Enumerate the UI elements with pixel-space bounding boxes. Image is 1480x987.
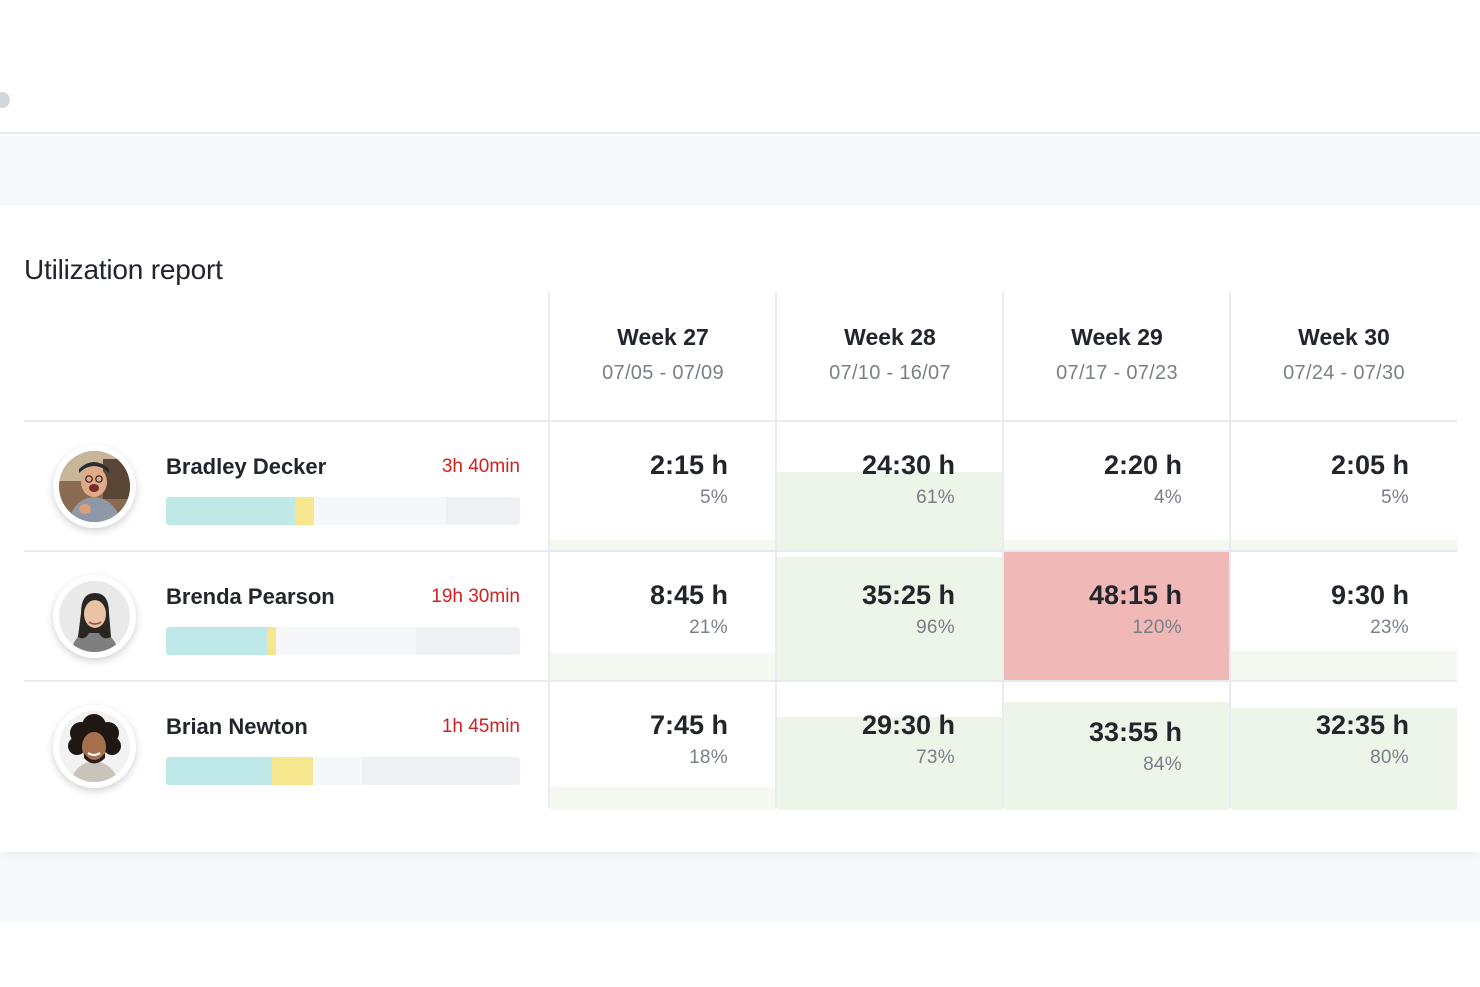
- avatar-brian-newton-icon: [59, 711, 130, 782]
- week-range: 07/17 - 07/23: [1056, 362, 1178, 384]
- week-range: 07/24 - 07/30: [1283, 362, 1405, 384]
- row-divider: [24, 550, 1457, 552]
- hours-value: 9:30 h: [1330, 580, 1409, 610]
- bar-primary-segment: [166, 627, 267, 655]
- week-cell[interactable]: 8:45 h 21%: [550, 552, 776, 680]
- week-range: 07/10 - 16/07: [829, 362, 951, 384]
- utilization-report-card: Utilization report Week 27 07/05 - 07/09…: [0, 206, 1480, 852]
- utilization-percent: 23%: [1370, 617, 1409, 638]
- overtime-label: 1h 45min: [441, 716, 520, 737]
- hours-value: 35:25 h: [861, 580, 955, 610]
- week-header-28[interactable]: Week 28 07/10 - 16/07: [777, 292, 1003, 420]
- utilization-percent: 4%: [1153, 487, 1182, 508]
- utilization-percent: 80%: [1370, 747, 1409, 768]
- utilization-bar: [166, 757, 520, 785]
- utilization-fill: [1004, 702, 1230, 810]
- overtime-label: 19h 30min: [431, 586, 520, 607]
- week-cell[interactable]: 29:30 h 73%: [777, 682, 1003, 810]
- overtime-label: 3h 40min: [441, 456, 520, 477]
- utilization-percent: 18%: [689, 747, 728, 768]
- utilization-percent: 61%: [916, 487, 955, 508]
- utilization-percent: 73%: [916, 747, 955, 768]
- top-bar: [0, 0, 1480, 134]
- footer-band: [0, 852, 1480, 922]
- week-cell[interactable]: 2:05 h 5%: [1231, 422, 1457, 550]
- avatar: [53, 445, 136, 528]
- row-divider: [24, 680, 1457, 682]
- utilization-fill: [1004, 540, 1230, 550]
- week-cell[interactable]: 33:55 h 84%: [1004, 682, 1230, 810]
- week-cell[interactable]: 9:30 h 23%: [1231, 552, 1457, 680]
- week-label: Week 29: [1071, 324, 1163, 350]
- utilization-fill: [550, 787, 776, 810]
- hours-value: 48:15 h: [1088, 580, 1182, 610]
- person-row-bradley-decker[interactable]: Bradley Decker 3h 40min: [24, 422, 549, 550]
- avatar: [53, 705, 136, 788]
- week-label: Week 28: [844, 324, 936, 350]
- avatar: [53, 575, 136, 658]
- week-cell[interactable]: 32:35 h 80%: [1231, 682, 1457, 810]
- week-cell[interactable]: 7:45 h 18%: [550, 682, 776, 810]
- hours-value: 32:35 h: [1315, 710, 1409, 740]
- bar-primary-segment: [166, 497, 295, 525]
- utilization-fill: [777, 472, 1003, 550]
- utilization-fill: [550, 653, 776, 680]
- week-label: Week 27: [617, 324, 709, 350]
- utilization-fill: [777, 717, 1003, 810]
- week-cell[interactable]: 2:15 h 5%: [550, 422, 776, 550]
- utilization-fill: [777, 557, 1003, 680]
- week-cell[interactable]: 2:20 h 4%: [1004, 422, 1230, 550]
- hours-value: 8:45 h: [649, 580, 728, 610]
- week-header-30[interactable]: Week 30 07/24 - 07/30: [1231, 292, 1457, 420]
- hours-value: 29:30 h: [861, 710, 955, 740]
- person-name: Bradley Decker: [166, 454, 327, 479]
- utilization-fill: [1231, 651, 1457, 680]
- utilization-bar: [166, 497, 520, 525]
- person-row-brenda-pearson[interactable]: Brenda Pearson 19h 30min: [24, 552, 549, 680]
- avatar-brenda-pearson-icon: [59, 581, 130, 652]
- week-cell[interactable]: 35:25 h 96%: [777, 552, 1003, 680]
- person-name: Brian Newton: [166, 714, 308, 739]
- row-divider: [24, 420, 1457, 422]
- toolbar-band: [0, 136, 1480, 205]
- bar-overtime-segment: [267, 627, 276, 655]
- hours-value: 24:30 h: [861, 450, 955, 480]
- window-dot-icon: [0, 92, 10, 108]
- utilization-percent: 84%: [1143, 754, 1182, 775]
- hours-value: 2:05 h: [1330, 450, 1409, 480]
- bar-overtime-segment: [272, 757, 313, 785]
- utilization-fill: [1231, 540, 1457, 550]
- week-range: 07/05 - 07/09: [602, 362, 724, 384]
- hours-value: 33:55 h: [1088, 717, 1182, 747]
- week-header-27[interactable]: Week 27 07/05 - 07/09: [550, 292, 776, 420]
- utilization-percent: 96%: [916, 617, 955, 638]
- utilization-percent: 5%: [699, 487, 728, 508]
- utilization-percent: 120%: [1132, 617, 1182, 638]
- hours-value: 7:45 h: [649, 710, 728, 740]
- person-row-brian-newton[interactable]: Brian Newton 1h 45min: [24, 682, 549, 810]
- utilization-percent: 5%: [1380, 487, 1409, 508]
- hours-value: 2:15 h: [649, 450, 728, 480]
- page-title: Utilization report: [24, 254, 223, 285]
- utilization-fill: [1231, 708, 1457, 810]
- utilization-fill: [1004, 552, 1230, 680]
- avatar-bradley-decker-icon: [59, 451, 130, 522]
- week-cell[interactable]: 24:30 h 61%: [777, 422, 1003, 550]
- week-header-29[interactable]: Week 29 07/17 - 07/23: [1004, 292, 1230, 420]
- hours-value: 2:20 h: [1103, 450, 1182, 480]
- person-name: Brenda Pearson: [166, 584, 335, 609]
- bar-primary-segment: [166, 757, 272, 785]
- week-cell[interactable]: 48:15 h 120%: [1004, 552, 1230, 680]
- bar-overtime-segment: [295, 497, 314, 525]
- utilization-percent: 21%: [689, 617, 728, 638]
- week-label: Week 30: [1298, 324, 1390, 350]
- utilization-fill: [550, 540, 776, 550]
- utilization-bar: [166, 627, 520, 655]
